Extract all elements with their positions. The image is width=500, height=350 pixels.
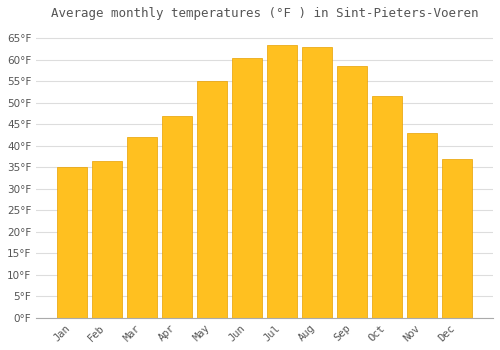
Bar [162,116,192,318]
Bar [408,133,437,318]
Title: Average monthly temperatures (°F ) in Sint-Pieters-Voeren: Average monthly temperatures (°F ) in Si… [51,7,478,20]
Bar [267,45,297,318]
Bar [302,47,332,318]
Bar [442,159,472,318]
Bar [92,161,122,318]
Bar [127,137,157,318]
Bar [232,57,262,318]
Bar [338,66,367,318]
Bar [372,96,402,318]
Bar [197,81,227,318]
Bar [57,167,86,318]
